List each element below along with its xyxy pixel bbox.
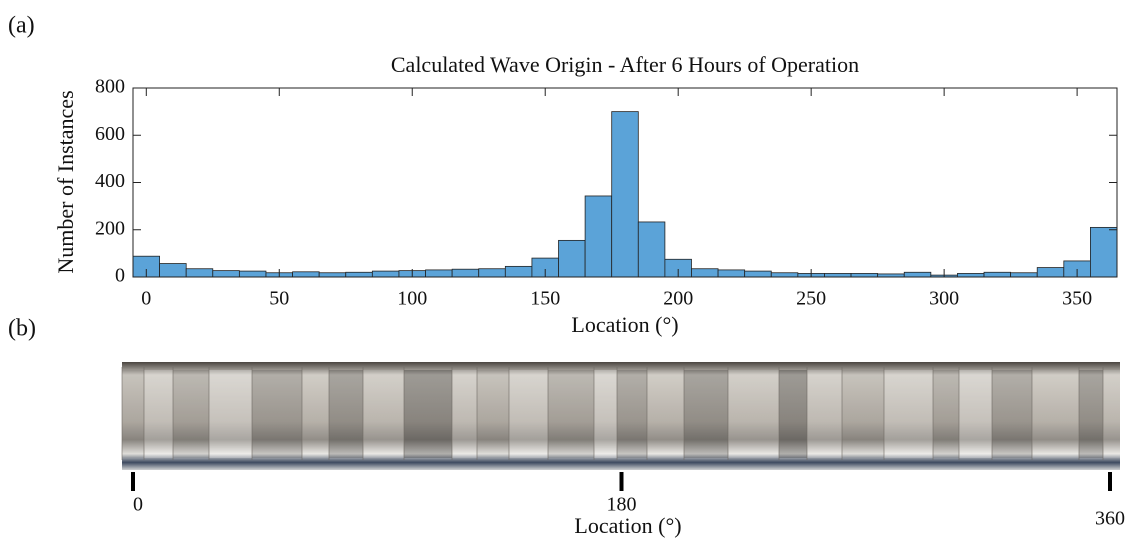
bar [425, 269, 453, 278]
strip-panel [1032, 370, 1079, 458]
strip-panel [122, 370, 144, 458]
strip-panel [477, 370, 509, 458]
strip-x-label: Location (°) [574, 513, 681, 538]
bar [371, 270, 400, 278]
x-tick-label: 50 [269, 288, 289, 310]
strip-panel [1103, 370, 1120, 458]
strip-panel [807, 370, 842, 458]
strip-panel [933, 370, 959, 458]
bar [318, 272, 347, 278]
bar [238, 270, 267, 278]
y-tick-label: 400 [95, 170, 125, 192]
strip-panel [959, 370, 992, 458]
x-axis-label: Location (°) [571, 312, 678, 337]
y-tick-label: 200 [95, 217, 125, 239]
strip-tick-label: 360 [1095, 508, 1125, 530]
x-tick-label: 100 [397, 288, 427, 310]
strip-panel [647, 370, 684, 458]
panel-label: (b) [8, 316, 36, 342]
bar [478, 268, 506, 278]
strip-panel [252, 370, 302, 458]
strip-tick-label: 0 [133, 494, 143, 516]
bar [185, 268, 214, 278]
y-tick-label: 600 [95, 123, 125, 145]
bar [744, 270, 772, 278]
bar [451, 268, 480, 278]
strip-panel [404, 370, 452, 458]
bar [1090, 226, 1118, 278]
strip-panel [302, 370, 329, 458]
bar [903, 271, 932, 278]
y-tick-label: 800 [95, 76, 125, 98]
bar [637, 221, 666, 278]
x-tick-label: 200 [663, 288, 693, 310]
image-strip [121, 362, 1120, 470]
y-tick-label: 0 [115, 265, 125, 287]
bar [345, 271, 373, 278]
bar [717, 269, 746, 278]
strip-panel [779, 370, 807, 458]
bar [770, 272, 799, 278]
strip-panel [992, 370, 1032, 458]
chart-title: Calculated Wave Origin - After 6 Hours o… [391, 52, 859, 77]
bar [159, 263, 187, 278]
panel-label: (a) [8, 13, 35, 39]
x-tick-label: 250 [796, 288, 826, 310]
bar [1010, 272, 1038, 278]
strip-panel [728, 370, 779, 458]
bar [824, 273, 852, 278]
strip-tick-label: 180 [607, 494, 637, 516]
strip-panel [842, 370, 884, 458]
bar [584, 195, 613, 278]
bar [850, 273, 879, 278]
bar [504, 265, 533, 278]
x-tick-label: 350 [1062, 288, 1092, 310]
bar [292, 271, 320, 278]
bar [957, 273, 985, 278]
strip-panel [617, 370, 647, 458]
strip-panel [209, 370, 252, 458]
strip-panel [173, 370, 209, 458]
strip-panel [1079, 370, 1103, 458]
strip-panel [144, 370, 173, 458]
x-tick-label: 300 [929, 288, 959, 310]
strip-panel [684, 370, 728, 458]
strip-panel [363, 370, 404, 458]
bar [558, 239, 586, 278]
bar [212, 270, 240, 278]
bar [691, 268, 719, 278]
bar [611, 111, 639, 278]
strip-panel [594, 370, 617, 458]
strip-bg [122, 362, 1120, 470]
bar [983, 271, 1012, 278]
x-tick-label: 0 [141, 288, 151, 310]
strip-panel [452, 370, 477, 458]
y-axis-label: Number of Instances [53, 90, 78, 273]
strip-panel [509, 370, 548, 458]
strip-panel [884, 370, 933, 458]
strip-panel [548, 370, 594, 458]
strip-panel [329, 370, 363, 458]
x-tick-label: 150 [530, 288, 560, 310]
bar [1036, 267, 1065, 278]
